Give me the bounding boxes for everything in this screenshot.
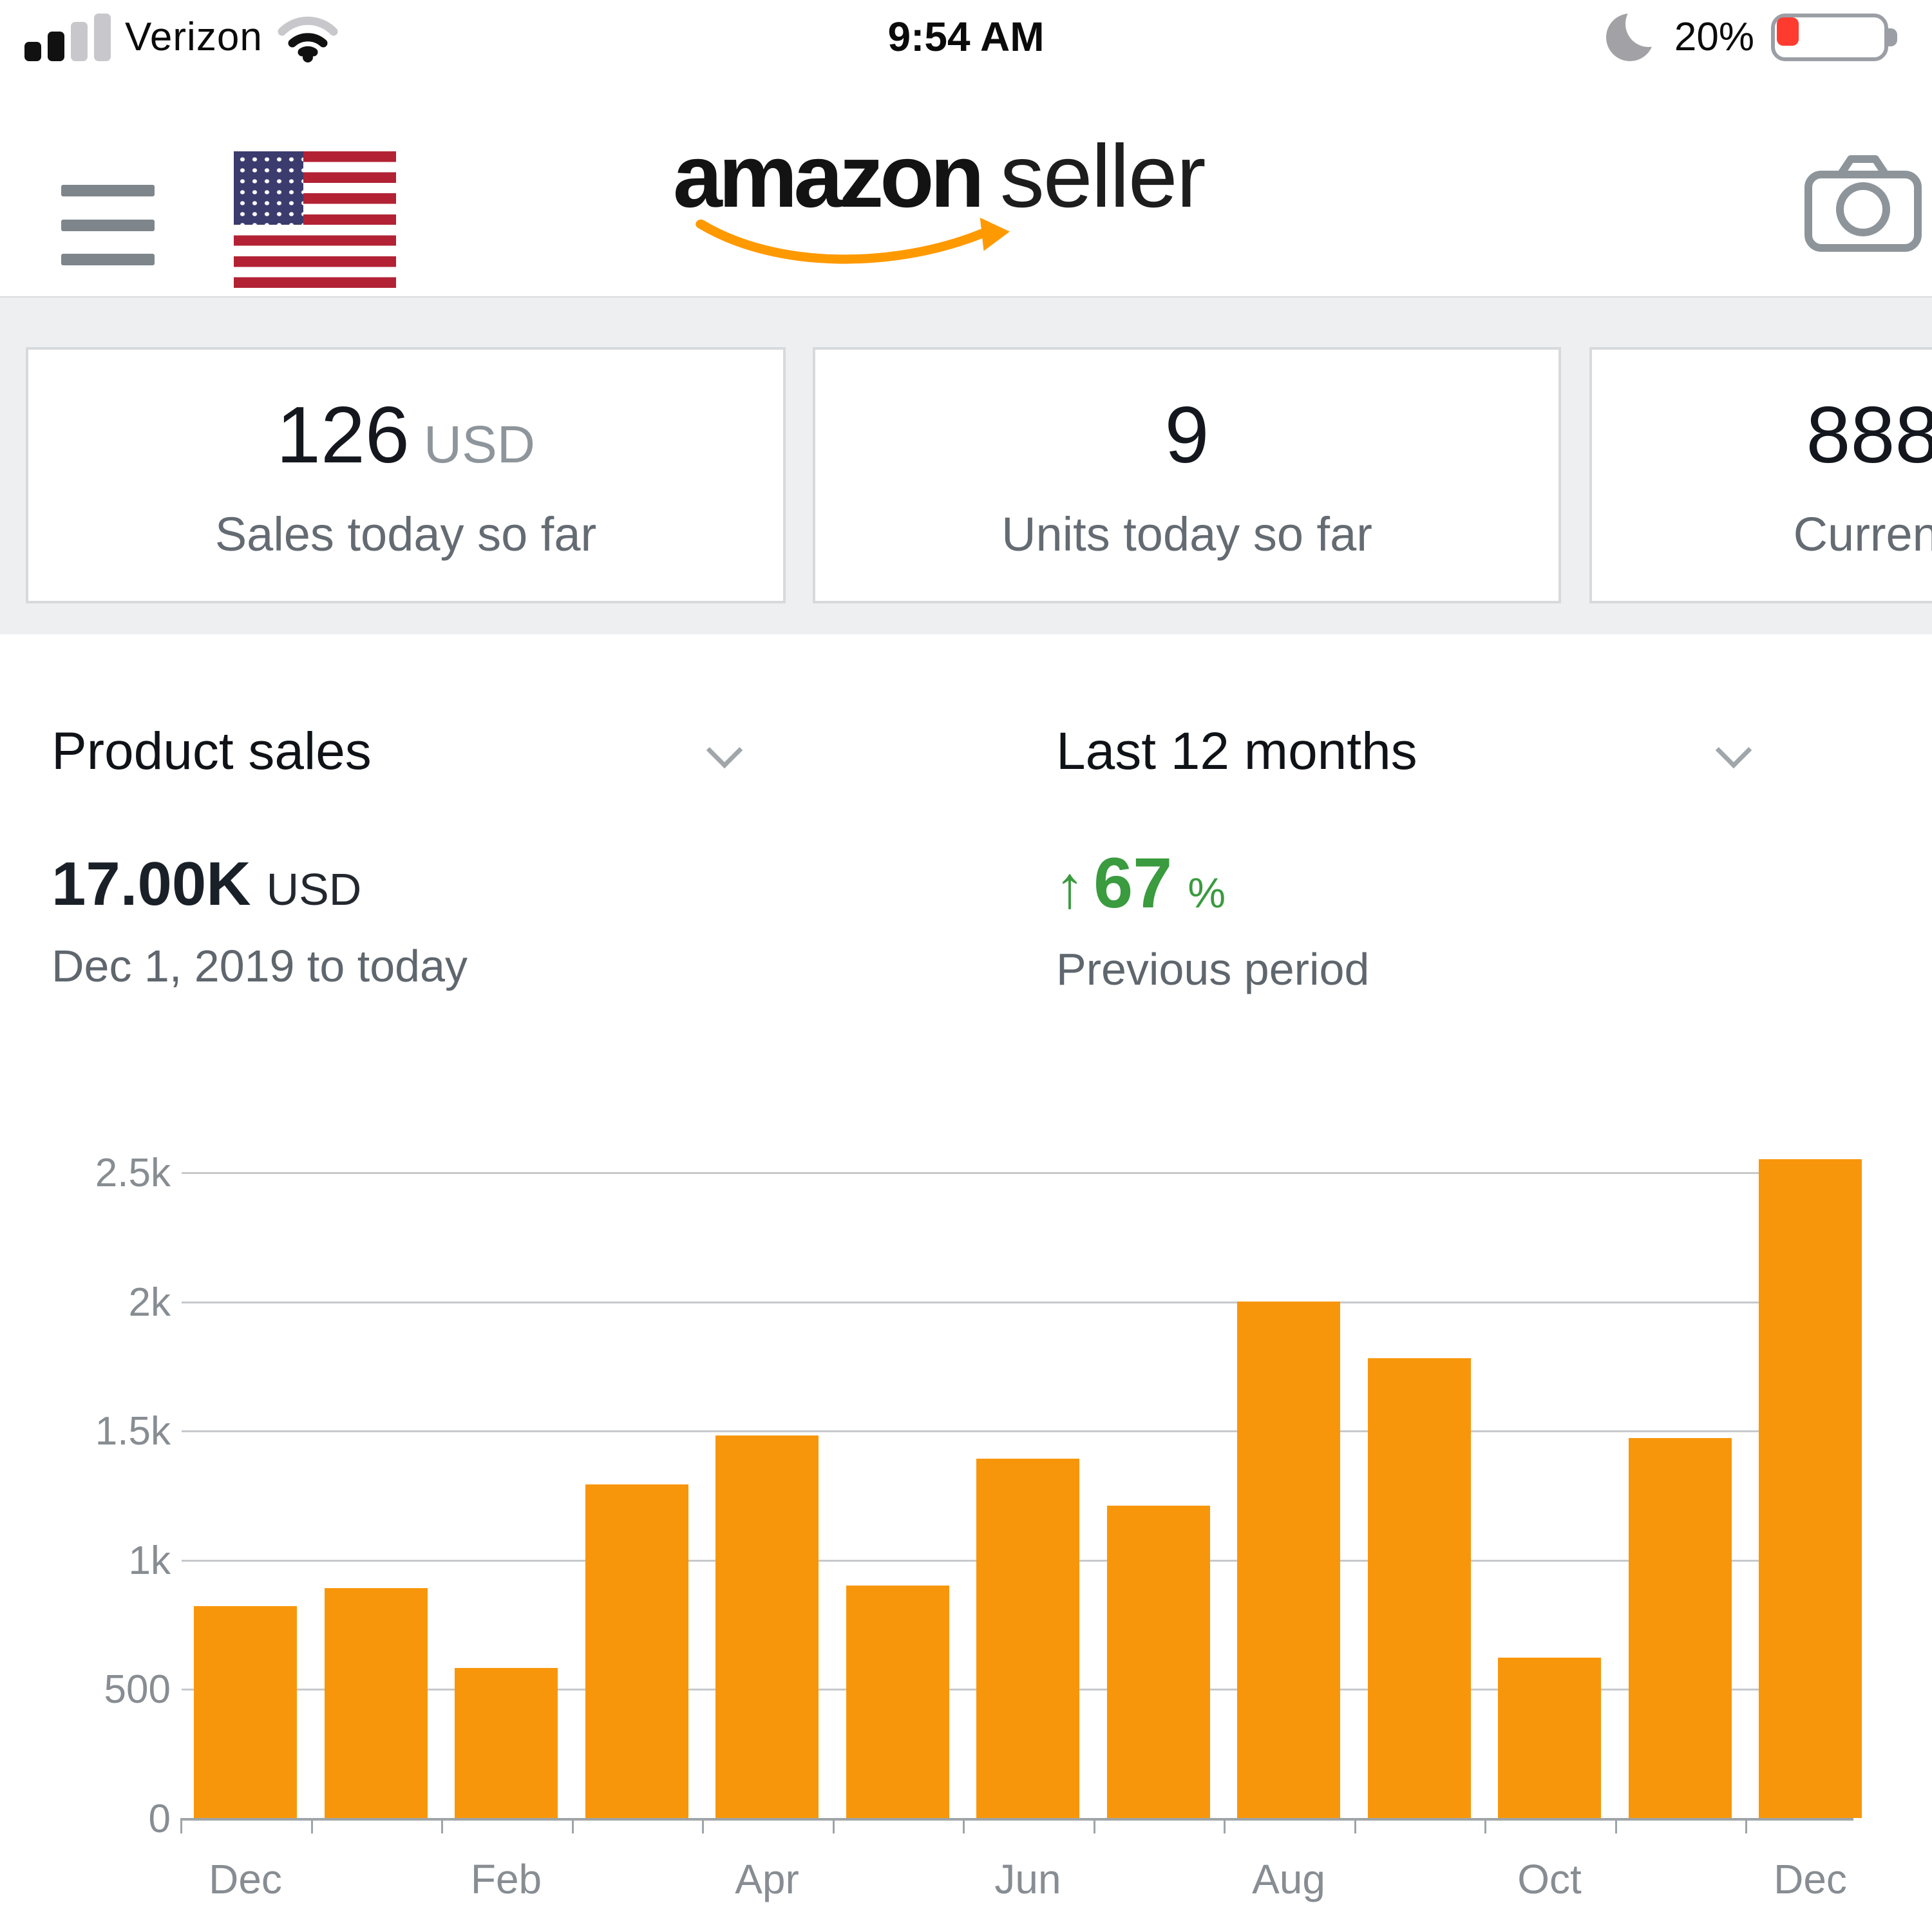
us-flag-icon[interactable]: [234, 151, 396, 288]
x-axis-tick: [571, 1818, 574, 1833]
app-header: amazon seller: [0, 74, 1932, 296]
chevron-down-icon[interactable]: [1715, 732, 1752, 769]
x-axis-tick: [1093, 1818, 1095, 1833]
total-sales-value: 17.00K: [52, 849, 251, 918]
units-today-value: 9: [1164, 390, 1209, 480]
x-tick-label: Dec: [1774, 1856, 1847, 1902]
current-balance-label: Current: [1793, 507, 1932, 561]
y-tick-label: 0: [148, 1797, 171, 1841]
logo-amazon-text: amazon: [673, 127, 985, 226]
bar-sep-9[interactable]: [1367, 1358, 1471, 1818]
up-arrow-icon: ↑: [1055, 855, 1084, 920]
gridline: [182, 1301, 1853, 1303]
units-today-label: Units today so far: [1001, 507, 1372, 561]
battery-icon: [1771, 12, 1905, 63]
amazon-seller-logo: amazon seller: [673, 127, 1206, 287]
units-today-card[interactable]: 9 Units today so far: [813, 347, 1561, 603]
x-tick-label: Dec: [209, 1856, 282, 1902]
amazon-smile-icon: [696, 218, 1010, 264]
x-axis-tick: [1354, 1818, 1356, 1833]
x-axis-line: [182, 1818, 1853, 1821]
metric-dropdown[interactable]: Product sales: [52, 722, 372, 781]
y-tick-label: 1.5k: [95, 1409, 171, 1454]
y-tick-label: 2k: [128, 1280, 171, 1325]
x-axis-tick: [1484, 1818, 1486, 1833]
bar-dec-0[interactable]: [194, 1606, 297, 1818]
stat-cards-band: 126 USD Sales today so far 9 Units today…: [0, 296, 1932, 634]
cellular-signal-icon: [24, 13, 111, 61]
clock-label: 9:54 AM: [887, 14, 1045, 60]
wifi-icon: [278, 16, 338, 62]
current-balance-value: 888: [1806, 390, 1932, 480]
bar-feb-2[interactable]: [455, 1668, 558, 1818]
x-axis-tick: [1224, 1818, 1226, 1833]
previous-period-label: Previous period: [1056, 944, 1370, 994]
x-axis-tick: [832, 1818, 835, 1833]
x-tick-label: Aug: [1252, 1856, 1325, 1902]
product-sales-bar-chart: 0 500 1k 1.5k 2k 2.5k Dec Feb Apr Jun Aug Oct Dec: [0, 1127, 1932, 1932]
moon-icon: [1605, 10, 1658, 64]
x-axis-tick: [441, 1818, 443, 1833]
bar-apr-4[interactable]: [715, 1435, 819, 1818]
y-tick-label: 1k: [128, 1538, 171, 1583]
gridline: [182, 1430, 1853, 1433]
gridline: [182, 1172, 1853, 1174]
date-range-label: Dec 1, 2019 to today: [52, 941, 468, 991]
bar-aug-8[interactable]: [1237, 1301, 1340, 1818]
bar-jul-7[interactable]: [1106, 1505, 1210, 1818]
status-bar: Verizon 9:54 AM 20%: [0, 0, 1932, 74]
change-percent-value: 67: [1094, 844, 1173, 923]
bar-nov-11[interactable]: [1628, 1438, 1732, 1818]
sales-today-label: Sales today so far: [214, 507, 597, 561]
x-tick-label: Jun: [994, 1856, 1061, 1902]
y-tick-label: 2.5k: [95, 1151, 171, 1195]
sales-today-unit: USD: [423, 415, 536, 474]
sales-today-card[interactable]: 126 USD Sales today so far: [26, 347, 786, 603]
total-sales-unit: USD: [266, 864, 362, 914]
bar-oct-10[interactable]: [1498, 1658, 1601, 1818]
camera-icon[interactable]: [1802, 144, 1924, 254]
x-axis-tick: [180, 1818, 182, 1833]
bar-may-5[interactable]: [846, 1585, 949, 1818]
y-tick-label: 500: [104, 1667, 171, 1712]
logo-seller-text: seller: [999, 127, 1206, 226]
x-axis-tick: [702, 1818, 704, 1833]
menu-icon[interactable]: [61, 185, 155, 265]
x-tick-label: Apr: [735, 1856, 799, 1902]
bar-dec-12[interactable]: [1759, 1159, 1862, 1818]
x-axis-tick: [1615, 1818, 1617, 1833]
period-dropdown[interactable]: Last 12 months: [1056, 722, 1417, 781]
bar-mar-3[interactable]: [585, 1484, 688, 1818]
x-axis-tick: [1745, 1818, 1747, 1833]
total-sales-row: 17.00K USD: [52, 849, 361, 920]
battery-percent-label: 20%: [1674, 15, 1754, 59]
change-percent-unit: %: [1188, 869, 1226, 916]
bar-jun-6[interactable]: [976, 1459, 1079, 1818]
x-axis-tick: [963, 1818, 965, 1833]
carrier-label: Verizon: [125, 15, 263, 59]
current-balance-card[interactable]: 888 Current: [1589, 347, 1932, 603]
chevron-down-icon[interactable]: [706, 732, 743, 769]
x-tick-label: Oct: [1517, 1856, 1582, 1902]
x-axis-tick: [310, 1818, 313, 1833]
sales-today-value: 126: [276, 390, 410, 480]
x-tick-label: Feb: [470, 1856, 542, 1902]
change-row: ↑ 67 %: [1055, 842, 1226, 924]
bar-jan-1[interactable]: [324, 1587, 428, 1818]
